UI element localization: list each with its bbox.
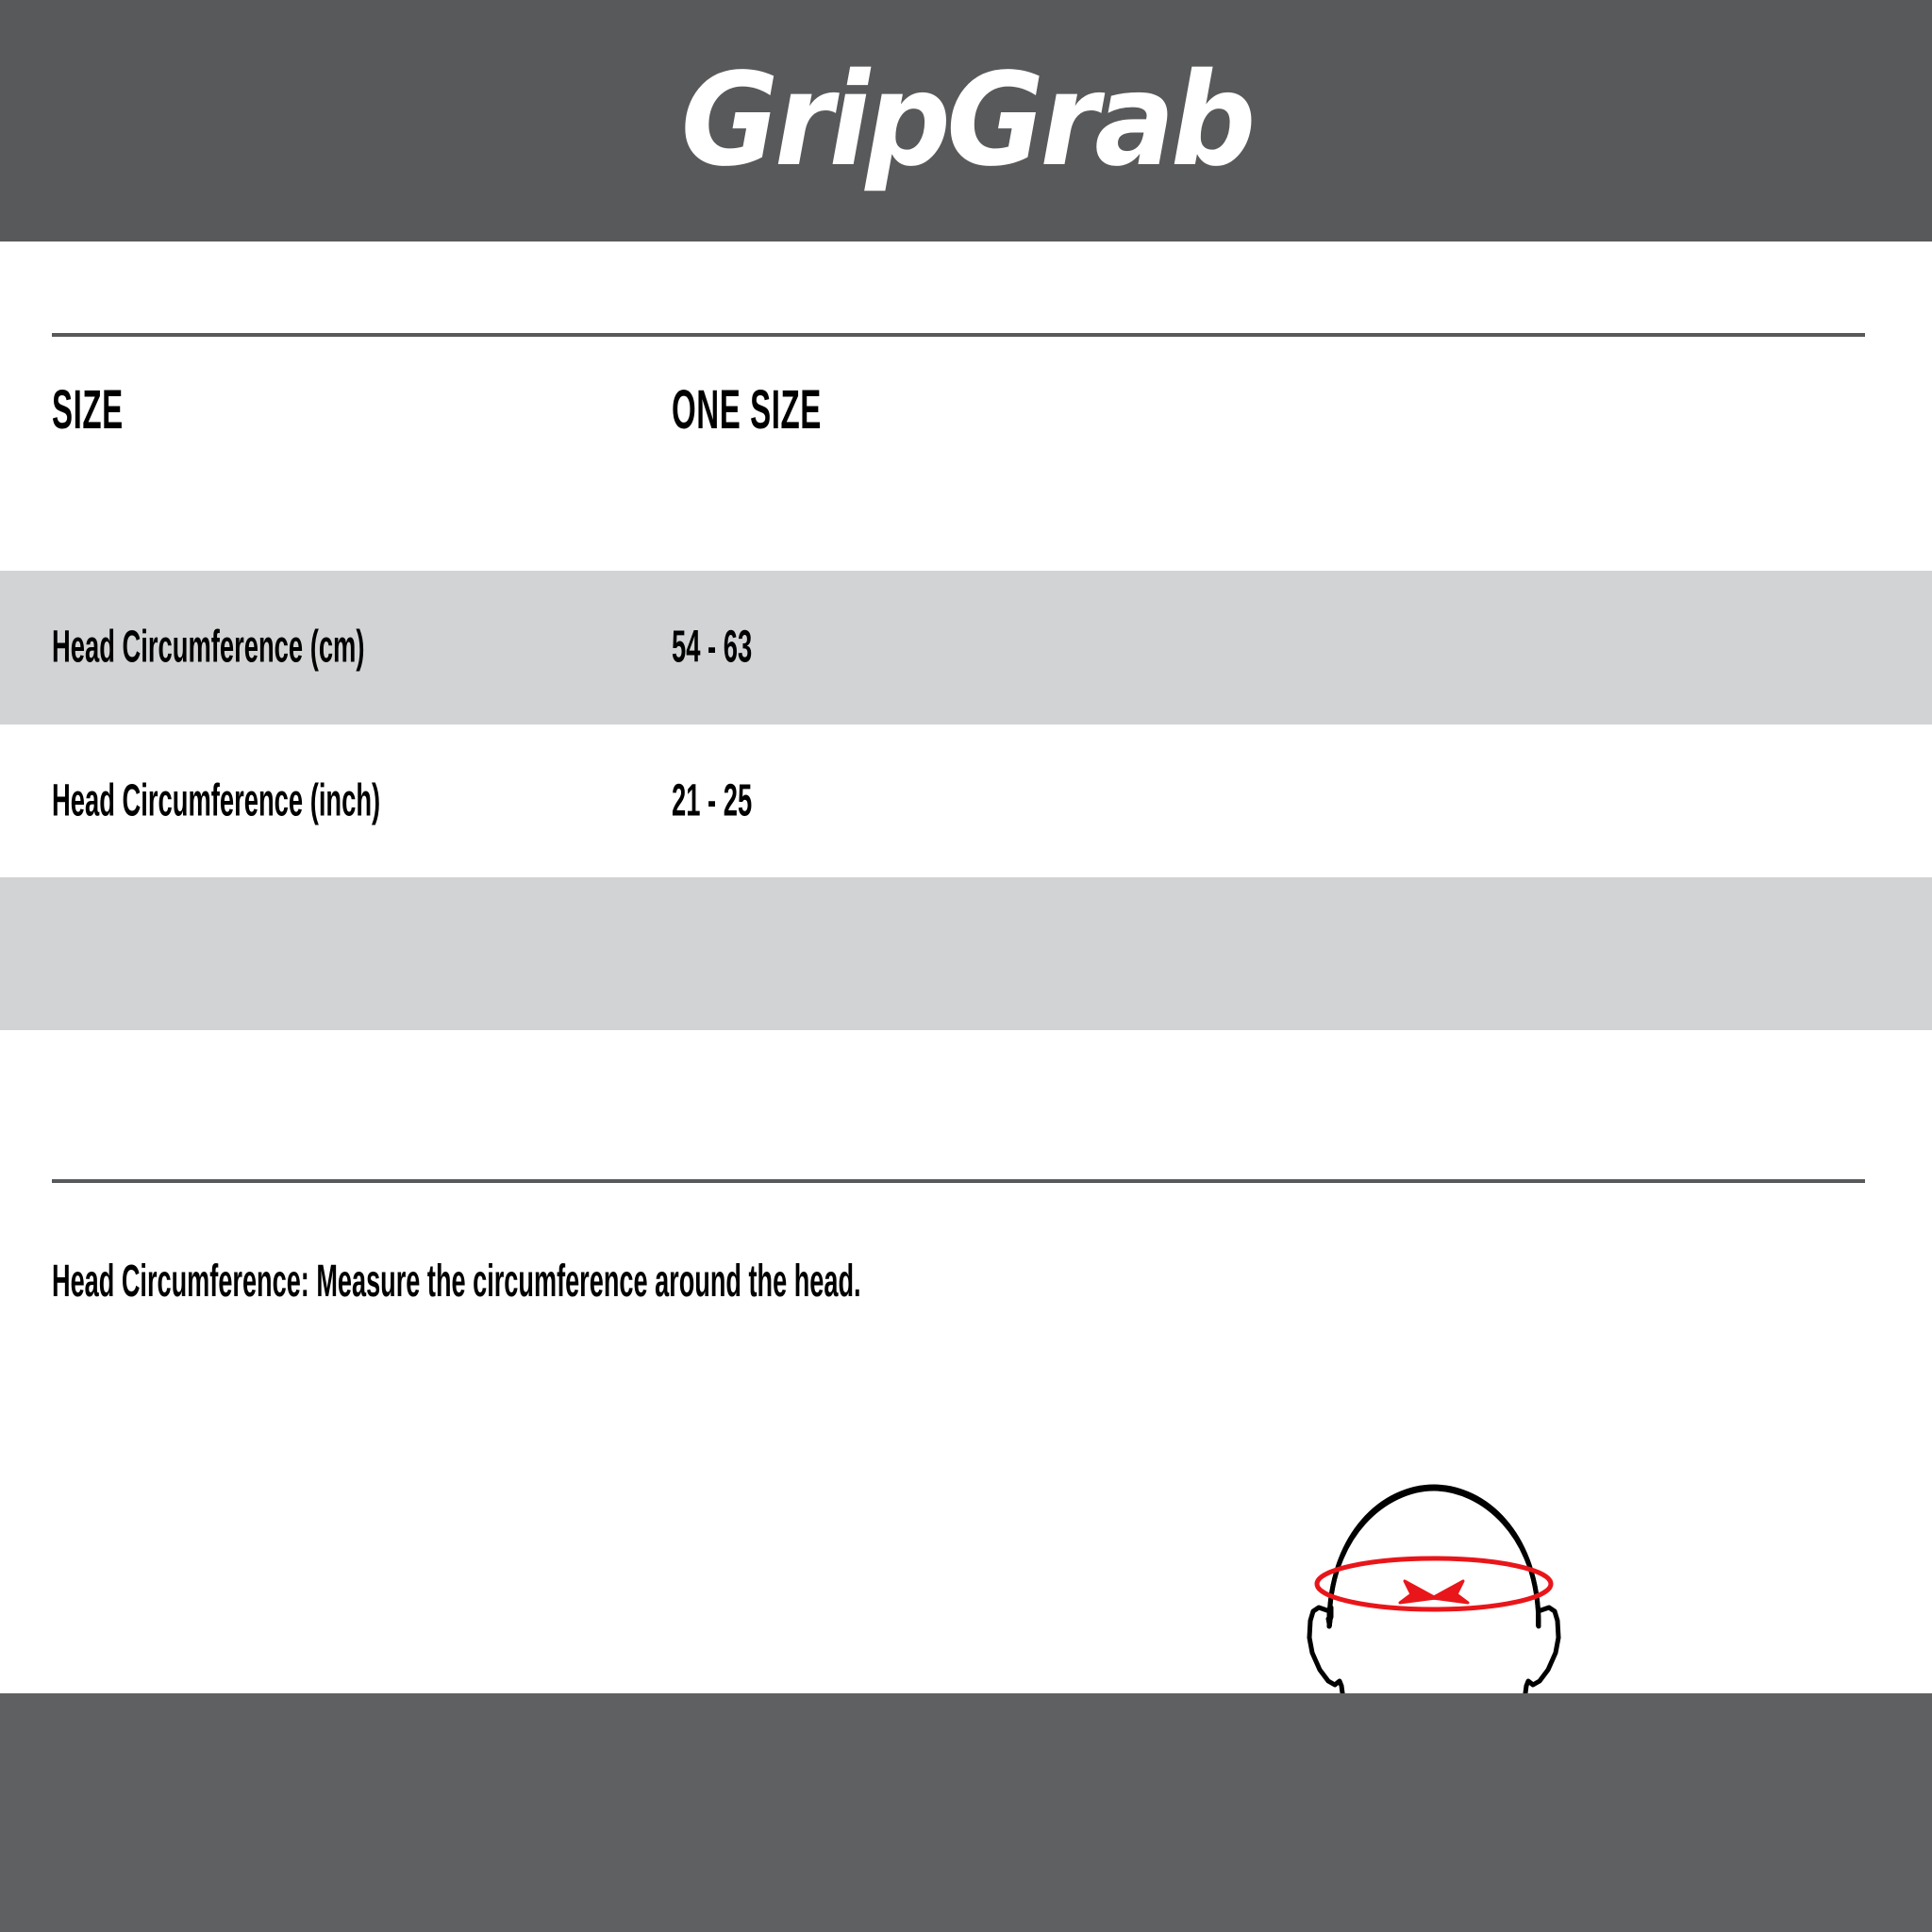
measurement-instruction: Head Circumference: Measure the circumfe… — [52, 1257, 861, 1307]
column-header-one-size: ONE SIZE — [672, 379, 822, 441]
column-header-size: SIZE — [52, 379, 124, 441]
table-top-rule — [52, 333, 1865, 337]
row-value: 21 - 25 — [672, 775, 753, 826]
gripgrab-logo: GripGrab — [680, 46, 1257, 195]
measure-ellipse — [1314, 1556, 1554, 1612]
table-row-head-circumference-cm: Head Circumference (cm) 54 - 63 — [0, 571, 1932, 724]
table-bottom-rule — [52, 1179, 1865, 1183]
brand-header: GripGrab — [0, 0, 1932, 242]
row-label: Head Circumference (inch) — [52, 775, 381, 826]
row-value: 54 - 63 — [672, 622, 753, 673]
row-shade-spacer — [0, 877, 1932, 1030]
table-header-row: SIZE ONE SIZE — [0, 322, 1932, 473]
size-table: SIZE ONE SIZE Head Circumference (cm) 54… — [0, 242, 1932, 1874]
row-label: Head Circumference (cm) — [52, 622, 365, 673]
table-row-empty — [0, 877, 1932, 1030]
table-row-head-circumference-inch: Head Circumference (inch) 21 - 25 — [0, 724, 1932, 877]
row-shade-cm — [0, 571, 1932, 724]
brand-footer — [0, 1693, 1932, 1932]
